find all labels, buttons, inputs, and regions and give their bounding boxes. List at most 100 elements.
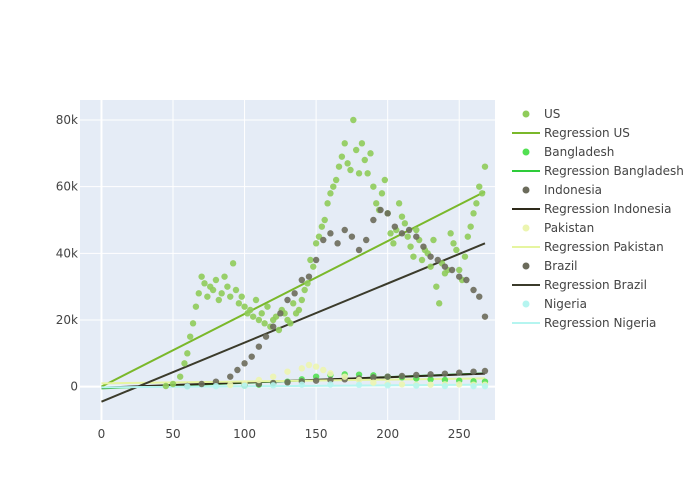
data-point-us [478,190,486,197]
legend-item-regression-us[interactable]: Regression US [512,126,630,140]
data-point-indonesia [370,374,377,381]
data-point-indonesia [427,371,434,378]
legend-item-regression-indonesia[interactable]: Regression Indonesia [512,202,671,216]
data-point-us [461,253,469,260]
data-point-us [298,296,306,304]
data-point-us [413,226,420,234]
data-point-us [373,200,380,207]
data-point-indonesia [327,376,334,384]
y-tick-label: 20k [56,313,78,327]
data-point-us [310,263,317,270]
legend-item-indonesia[interactable]: Indonesia [522,183,603,197]
data-point-us [467,223,474,230]
data-point-us [410,253,417,260]
data-point-us [238,293,245,300]
legend-item-regression-brazil[interactable]: Regression Brazil [512,278,647,292]
data-point-us [249,313,257,320]
data-point-us [229,260,237,267]
legend-item-regression-pakistan[interactable]: Regression Pakistan [512,240,664,254]
data-point-us [401,220,409,227]
data-point-nigeria [413,382,420,389]
legend-marker-swatch [522,186,530,194]
data-point-us [295,306,303,314]
data-point-nigeria [327,381,334,388]
legend-item-regression-bangladesh[interactable]: Regression Bangladesh [512,164,684,178]
data-point-us [387,230,394,237]
data-point-brazil [355,246,363,254]
data-point-us [318,223,326,230]
data-point-nigeria [269,382,277,389]
data-point-us [195,290,202,297]
data-point-indonesia [470,368,477,375]
data-point-us [330,183,337,190]
data-point-us [290,300,297,307]
data-point-us [227,293,234,300]
data-point-us [272,313,280,320]
data-point-nigeria [441,382,449,390]
legend-label: US [544,107,560,121]
legend-label: Regression US [544,126,630,140]
data-point-us [450,240,457,247]
y-tick-label: 60k [56,180,78,194]
data-point-brazil [463,276,470,284]
legend-item-brazil[interactable]: Brazil [522,259,578,273]
data-point-us [453,246,460,254]
data-point-nigeria [298,381,306,388]
legend-item-regression-nigeria[interactable]: Regression Nigeria [512,316,656,330]
data-point-us [252,296,260,304]
data-point-us [398,213,406,220]
data-point-brazil [413,233,420,240]
legend-label: Regression Brazil [544,278,647,292]
data-point-us [261,320,268,327]
legend[interactable]: US Regression US Bangladesh Regression Bang… [512,107,684,330]
data-point-us [381,176,389,184]
data-point-us [335,163,343,170]
data-point-brazil [384,210,391,217]
data-point-us [312,240,320,247]
data-point-indonesia [413,371,420,379]
data-point-brazil [277,310,284,317]
data-point-pakistan [312,363,320,370]
legend-item-us[interactable]: US [522,107,561,121]
legend-label: Bangladesh [544,145,614,159]
data-point-us [218,290,225,297]
data-point-us [361,156,368,164]
axis-ticks: 0 50 100 150 200 250 0 20k 40k 60k 80k [56,113,471,441]
data-point-us [232,286,240,294]
data-point-pakistan [370,379,377,386]
legend-label: Pakistan [544,221,594,235]
data-point-us [327,190,334,197]
y-tick-label: 80k [56,113,78,127]
data-point-us [255,316,263,324]
regression-line-pakistan [101,377,485,385]
legend-item-bangladesh[interactable]: Bangladesh [522,145,615,159]
legend-item-pakistan[interactable]: Pakistan [522,221,595,235]
data-point-us [456,266,463,274]
data-point-indonesia [398,372,406,380]
data-point-brazil [377,206,384,214]
data-point-us [464,233,472,240]
data-point-nigeria [384,382,391,389]
data-point-us [476,183,483,190]
data-point-brazil [327,230,334,237]
data-point-us [224,283,231,290]
legend-marker-swatch [522,110,530,118]
x-tick-label: 100 [233,427,256,441]
data-point-us [209,286,217,294]
data-point-nigeria [241,382,248,390]
data-point-us [212,276,220,284]
data-point-nigeria [470,382,477,390]
legend-marker-swatch [522,148,530,156]
data-point-us [184,350,191,357]
data-point-brazil [312,256,320,264]
data-point-brazil [241,360,248,367]
data-point-us [418,256,426,264]
data-point-us [307,256,314,264]
legend-marker-swatch [522,300,530,308]
data-point-brazil [255,343,263,350]
data-point-brazil [370,216,377,224]
legend-item-nigeria[interactable]: Nigeria [522,297,587,311]
x-tick-label: 50 [165,427,180,441]
data-point-us [427,263,434,270]
